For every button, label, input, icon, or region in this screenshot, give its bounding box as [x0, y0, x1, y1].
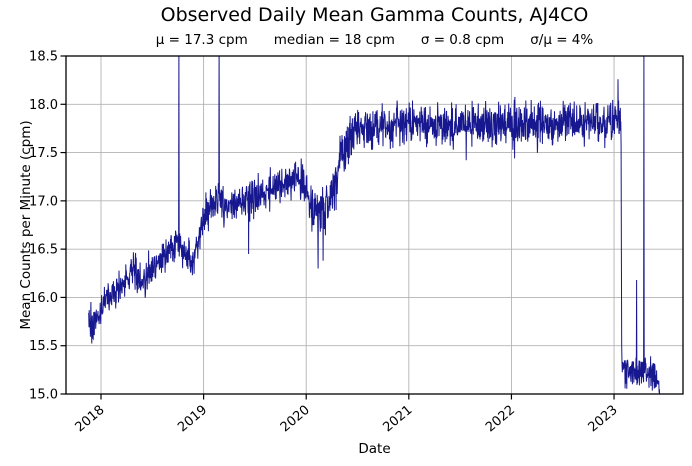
x-tick-label: 2020 — [278, 403, 313, 436]
x-tick-label: 2019 — [175, 403, 210, 436]
x-axis-title: Date — [358, 441, 391, 457]
plot-border — [65, 55, 684, 395]
stat-median: median = 18 cpm — [273, 32, 395, 48]
x-tick-label: 2021 — [380, 403, 415, 436]
chart-title: Observed Daily Mean Gamma Counts, AJ4CO — [160, 4, 589, 26]
x-tick-label: 2023 — [586, 403, 621, 436]
y-tick-label: 18.0 — [29, 98, 58, 113]
y-tick-label: 16.5 — [29, 243, 58, 258]
y-tick-label: 17.5 — [29, 146, 58, 161]
y-tick-label: 17.0 — [29, 194, 58, 209]
stat-mean: μ = 17.3 cpm — [155, 32, 248, 48]
stat-sigma: σ = 0.8 cpm — [420, 32, 505, 48]
stat-sigma-over-mu: σ/μ = 4% — [530, 32, 594, 48]
y-tick-label: 16.0 — [29, 291, 58, 306]
x-tick-label: 2022 — [483, 403, 518, 436]
y-tick-label: 18.5 — [29, 50, 58, 65]
y-tick-label: 15.0 — [29, 388, 58, 403]
chart-subtitle: μ = 17.3 cpm median = 18 cpm σ = 0.8 cpm… — [66, 32, 683, 48]
x-tick-label: 2018 — [73, 403, 108, 436]
y-tick-label: 15.5 — [29, 339, 58, 354]
y-axis-title: Mean Counts per Minute (cpm) — [18, 120, 34, 330]
data-series-line — [88, 56, 661, 394]
